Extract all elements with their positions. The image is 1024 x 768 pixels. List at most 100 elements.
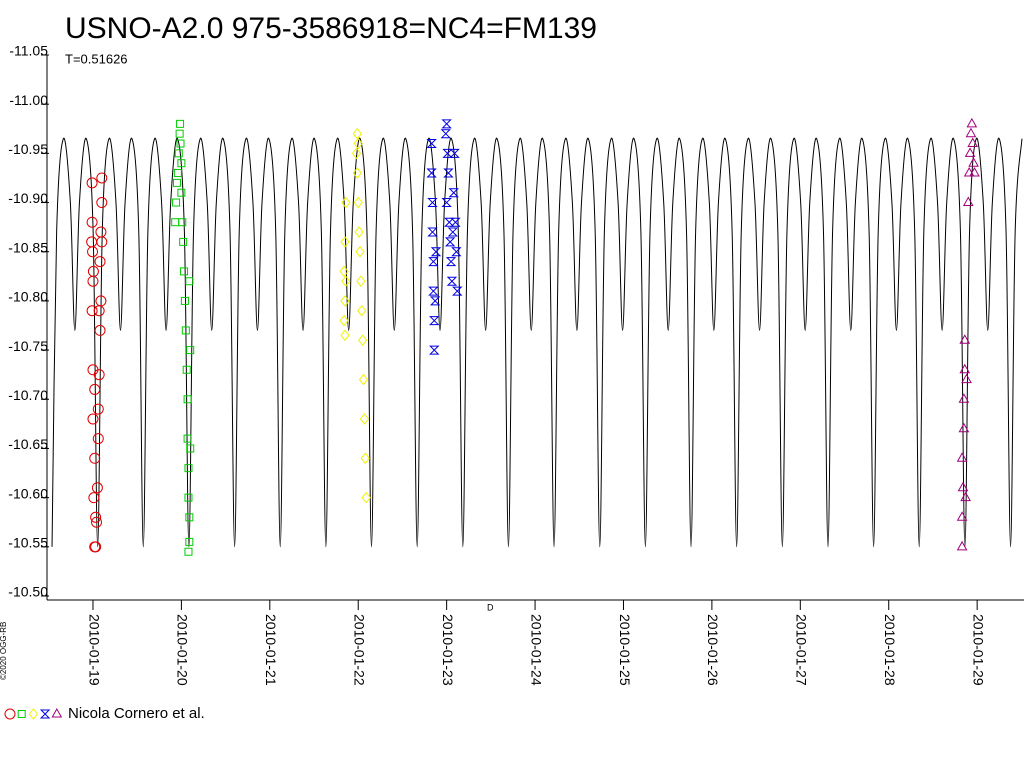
point [184, 464, 193, 473]
point [87, 413, 99, 425]
point [430, 247, 442, 257]
y-tick-label: -11.00 [9, 92, 48, 108]
point [86, 305, 98, 317]
legend-marker [39, 709, 51, 719]
x-tick-label: 2010-01-20 [175, 614, 191, 686]
point [173, 169, 182, 178]
point [171, 218, 180, 227]
x-tick-label: 2010-01-19 [86, 614, 102, 686]
point [87, 246, 99, 258]
point [958, 422, 970, 433]
y-tick-label: -10.85 [8, 239, 48, 255]
point [442, 148, 453, 158]
point [428, 286, 439, 296]
point [429, 345, 440, 355]
point [351, 147, 362, 160]
point [451, 247, 462, 257]
point [964, 147, 976, 157]
copyright: ©2020 OGG-RB [0, 622, 8, 680]
legend-label: Nicola Cornero et al. [68, 705, 205, 722]
point [441, 119, 452, 129]
point [968, 157, 979, 167]
point [445, 257, 457, 267]
point [339, 265, 349, 278]
point [956, 452, 968, 462]
model-curve [51, 137, 1023, 548]
x-tick-label: 2010-01-23 [440, 614, 456, 686]
point [356, 275, 366, 288]
x-tick-label: 2010-01-25 [617, 614, 633, 686]
point [89, 541, 101, 553]
point [443, 168, 454, 178]
point [427, 227, 438, 237]
point [174, 149, 183, 158]
point [91, 482, 103, 494]
x-tick-label: 2010-01-24 [528, 614, 544, 686]
point [88, 492, 100, 504]
point [176, 139, 185, 148]
point [355, 245, 365, 258]
point [353, 137, 363, 150]
y-tick-label: -10.95 [8, 141, 48, 157]
point [86, 236, 98, 248]
point [340, 236, 350, 248]
point [184, 493, 193, 502]
point [93, 369, 105, 381]
point [352, 127, 362, 140]
point [358, 334, 368, 347]
point [184, 547, 193, 556]
point [89, 383, 101, 395]
point [181, 326, 190, 335]
y-tick-label: -10.90 [8, 190, 48, 206]
point [182, 365, 191, 374]
point [94, 324, 106, 336]
point [175, 129, 184, 138]
point [185, 513, 194, 522]
x-tick-label: 2010-01-29 [970, 614, 986, 686]
y-tick-label: -10.60 [8, 485, 48, 501]
point [180, 296, 189, 305]
y-tick-label: -10.80 [8, 289, 48, 305]
point [429, 296, 441, 306]
point [185, 277, 194, 286]
point [440, 129, 451, 139]
point [967, 137, 979, 148]
x-tick-label: 2010-01-27 [794, 614, 810, 686]
y-tick-label: -10.65 [8, 436, 48, 452]
point [352, 167, 362, 179]
point [96, 172, 108, 184]
point [92, 433, 104, 445]
point [341, 275, 351, 288]
point [429, 316, 440, 326]
point [341, 196, 351, 209]
point [353, 196, 363, 209]
point [177, 159, 186, 168]
y-tick-label: -10.50 [8, 584, 48, 600]
point [95, 226, 107, 238]
point [178, 218, 187, 227]
point [959, 334, 971, 344]
x-tick-label: 2010-01-22 [352, 614, 368, 686]
point [340, 329, 350, 342]
point [87, 265, 99, 277]
point [186, 444, 195, 453]
chart-subtitle: T=0.51626 [65, 51, 128, 66]
point [354, 226, 364, 238]
point [177, 188, 186, 197]
point [87, 275, 99, 287]
point [180, 267, 189, 276]
point [358, 373, 369, 386]
point [340, 295, 350, 307]
point [452, 286, 463, 296]
point [959, 363, 971, 374]
point [447, 227, 459, 237]
point [183, 434, 192, 443]
plot-area [51, 117, 1023, 556]
point [183, 395, 192, 404]
point [965, 127, 977, 138]
point [966, 117, 978, 128]
point [185, 537, 194, 546]
point [96, 197, 108, 209]
y-tick-label: -10.70 [8, 387, 48, 403]
